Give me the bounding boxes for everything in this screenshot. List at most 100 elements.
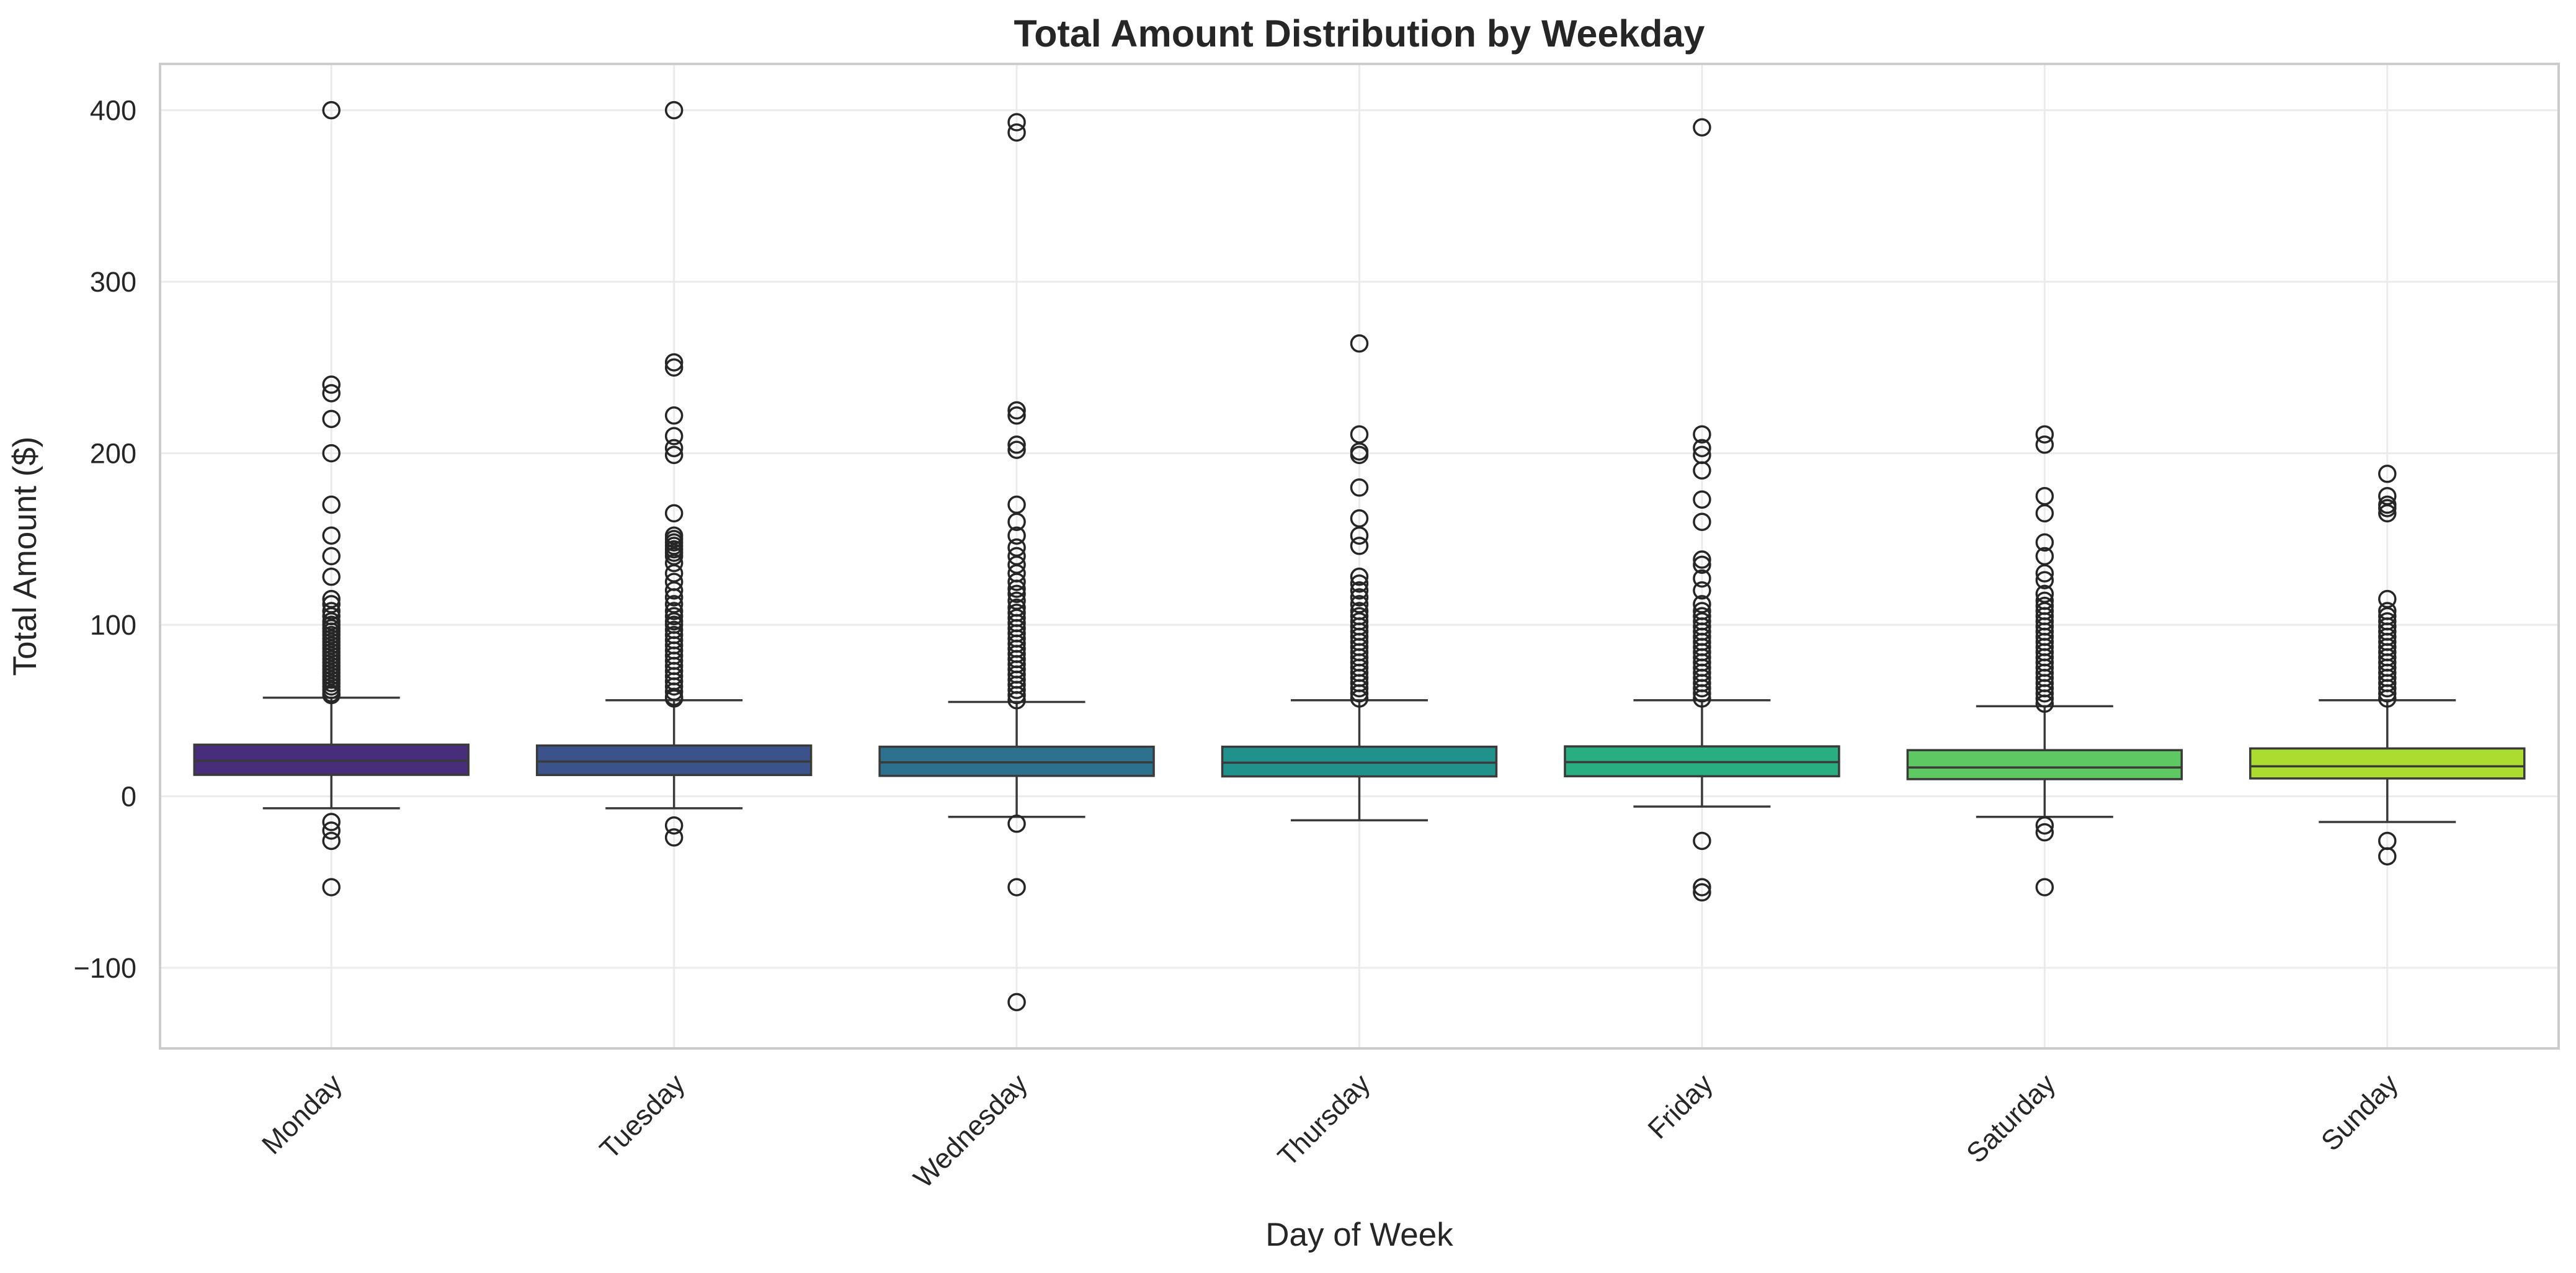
x-tick-label-tuesday: Tuesday	[594, 1068, 691, 1165]
outlier-point	[322, 567, 341, 586]
iqr-box	[193, 743, 470, 776]
outlier-point	[2378, 504, 2397, 523]
outlier-point	[1693, 883, 1711, 902]
outlier-point	[1007, 406, 1026, 425]
outlier-point	[664, 689, 684, 708]
outlier-point	[322, 831, 341, 851]
outlier-point	[2035, 425, 2054, 444]
outlier-point	[2035, 823, 2054, 842]
iqr-box	[2249, 747, 2526, 780]
outlier-point	[322, 495, 341, 514]
box-group-sunday	[2249, 465, 2526, 866]
outlier-point	[1350, 567, 1369, 586]
outlier-point	[2035, 694, 2054, 713]
outlier-point	[1693, 550, 1711, 569]
box-group-thursday	[1221, 334, 1498, 822]
outlier-point	[664, 553, 684, 573]
outlier-point	[664, 439, 684, 458]
outlier-point	[664, 427, 684, 445]
outlier-point	[1350, 689, 1369, 708]
outlier-point	[1007, 878, 1026, 896]
y-tick-label: 300	[90, 266, 136, 298]
x-tick-label-monday: Monday	[256, 1068, 349, 1161]
y-axis-label: Total Amount ($)	[7, 437, 43, 676]
outlier-point	[322, 409, 341, 429]
outlier-point	[322, 444, 341, 463]
box-series	[193, 100, 2526, 1012]
outlier-point	[2035, 571, 2054, 589]
outlier-point	[322, 526, 341, 545]
x-tick-label-thursday: Thursday	[1272, 1068, 1376, 1172]
outlier-point	[664, 607, 684, 626]
outlier-point	[1007, 113, 1026, 132]
outlier-point	[2035, 684, 2054, 703]
outlier-point	[1007, 436, 1026, 454]
iqr-box	[535, 744, 813, 777]
outlier-point	[1693, 512, 1711, 531]
box-group-monday	[193, 100, 470, 896]
outlier-point	[322, 547, 341, 566]
outlier-point	[1693, 118, 1711, 137]
outlier-point	[664, 100, 684, 120]
outlier-point	[1693, 555, 1711, 574]
x-tick-label-saturday: Saturday	[1960, 1068, 2062, 1169]
outlier-point	[664, 353, 684, 372]
outlier-point	[1350, 679, 1369, 698]
outlier-point	[1693, 581, 1711, 600]
outlier-point	[1350, 588, 1369, 607]
outlier-point	[664, 581, 684, 600]
outlier-point	[664, 358, 684, 377]
outlier-point	[1350, 334, 1369, 353]
outlier-point	[1693, 878, 1711, 896]
outlier-point	[2035, 689, 2054, 708]
y-axis-ticks: −100 0 100 200 300 400	[74, 95, 136, 984]
outlier-point	[2378, 689, 2397, 708]
outlier-point	[322, 813, 341, 831]
outlier-point	[322, 384, 341, 403]
outlier-point	[322, 686, 341, 705]
outlier-point	[664, 816, 684, 835]
box-group-saturday	[1906, 425, 2183, 896]
outlier-point	[1007, 440, 1026, 459]
y-tick-label: −100	[74, 952, 136, 984]
outlier-point	[1350, 581, 1369, 600]
outlier-point	[1007, 579, 1026, 598]
outlier-point	[1007, 573, 1026, 591]
outlier-point	[2035, 504, 2054, 523]
y-tick-label: 200	[90, 438, 136, 470]
outlier-point	[1693, 684, 1711, 703]
outlier-point	[2378, 679, 2397, 698]
y-tick-label: 400	[90, 95, 136, 127]
outlier-point	[1007, 681, 1026, 699]
box-group-wednesday	[878, 113, 1155, 1012]
outlier-point	[322, 821, 341, 840]
outlier-point	[1693, 490, 1711, 509]
grid-lines	[160, 64, 2559, 1048]
outlier-point	[1007, 686, 1026, 705]
outlier-point	[664, 504, 684, 523]
outlier-point	[2378, 847, 2397, 866]
outlier-point	[664, 406, 684, 425]
outlier-point	[1350, 684, 1369, 703]
outlier-point	[2035, 816, 2054, 835]
outlier-point	[2035, 436, 2054, 454]
outlier-point	[1007, 993, 1026, 1012]
plot-frame	[159, 63, 2560, 1050]
outlier-point	[1350, 478, 1369, 497]
outlier-point	[322, 100, 341, 120]
outlier-point	[322, 375, 341, 394]
y-tick-label: 100	[90, 609, 136, 641]
outlier-point	[664, 682, 684, 701]
outlier-point	[1007, 584, 1026, 604]
iqr-box	[1221, 745, 1498, 778]
box-group-friday	[1564, 118, 1840, 902]
outlier-point	[1007, 401, 1026, 420]
outlier-point	[1007, 512, 1026, 531]
outlier-point	[664, 588, 684, 607]
outlier-point	[322, 878, 341, 896]
outlier-point	[1007, 690, 1026, 710]
x-tick-label-sunday: Sunday	[2315, 1068, 2404, 1157]
outlier-point	[1350, 574, 1369, 593]
